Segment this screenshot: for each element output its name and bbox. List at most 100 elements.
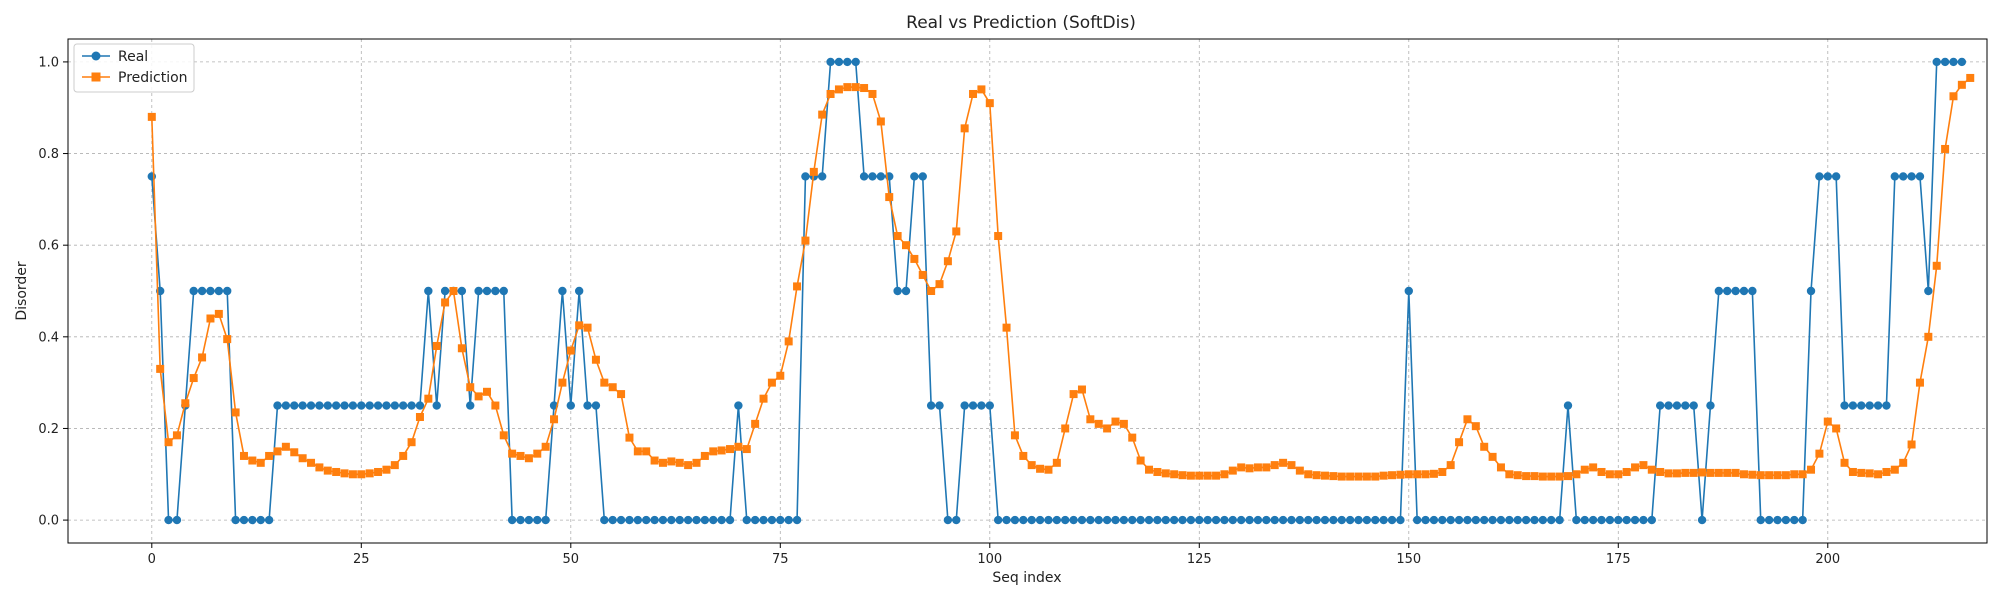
data-point-prediction bbox=[1052, 458, 1061, 467]
data-point-prediction bbox=[281, 442, 290, 451]
data-point-real bbox=[1270, 515, 1279, 525]
data-point-prediction bbox=[927, 287, 936, 295]
data-point-real bbox=[1689, 401, 1698, 410]
data-point-prediction bbox=[642, 447, 651, 456]
data-point-prediction bbox=[1823, 417, 1832, 426]
y-axis-label: Disorder bbox=[14, 261, 30, 321]
data-point-prediction bbox=[801, 236, 810, 245]
data-point-real bbox=[960, 401, 969, 410]
data-point-prediction bbox=[1312, 471, 1321, 480]
data-point-prediction bbox=[407, 438, 416, 447]
data-point-real bbox=[1304, 515, 1313, 525]
data-point-real bbox=[1957, 57, 1967, 67]
data-point-real bbox=[1396, 515, 1405, 525]
data-point-prediction bbox=[273, 447, 282, 456]
legend-label-real: Real bbox=[118, 49, 148, 65]
data-point-real bbox=[1136, 515, 1145, 525]
data-point-prediction bbox=[239, 451, 248, 460]
data-point-prediction bbox=[1522, 472, 1531, 481]
data-point-real bbox=[776, 515, 785, 525]
data-point-prediction bbox=[1614, 470, 1623, 479]
data-point-prediction bbox=[1002, 323, 1011, 332]
data-point-prediction bbox=[1119, 419, 1128, 428]
data-point-prediction bbox=[1287, 461, 1296, 470]
data-point-prediction bbox=[1538, 472, 1547, 481]
data-point-real bbox=[591, 401, 601, 410]
data-point-prediction bbox=[1463, 415, 1472, 424]
data-point-prediction bbox=[1706, 468, 1715, 477]
data-point-prediction bbox=[1145, 465, 1154, 474]
data-point-prediction bbox=[482, 387, 491, 396]
data-point-real bbox=[1664, 401, 1673, 410]
data-point-prediction bbox=[935, 280, 944, 289]
data-point-prediction bbox=[742, 445, 751, 454]
data-point-real bbox=[1865, 401, 1874, 410]
data-point-prediction bbox=[1069, 390, 1078, 399]
data-point-real bbox=[1228, 515, 1238, 525]
data-point-real bbox=[1815, 172, 1824, 181]
data-point-prediction bbox=[1790, 470, 1799, 479]
data-point-real bbox=[206, 286, 215, 296]
data-point-real bbox=[1429, 515, 1439, 525]
data-point-real bbox=[315, 401, 324, 410]
data-point-prediction bbox=[784, 337, 793, 346]
data-point-real bbox=[826, 57, 835, 67]
data-point-prediction bbox=[1731, 468, 1740, 477]
data-point-real bbox=[1756, 515, 1765, 525]
data-point-real bbox=[1496, 515, 1506, 525]
data-point-prediction bbox=[1094, 419, 1103, 428]
data-point-prediction bbox=[1036, 464, 1045, 473]
data-point-prediction bbox=[1857, 468, 1866, 477]
data-point-real bbox=[306, 401, 316, 410]
data-point-real bbox=[1195, 515, 1204, 525]
data-point-prediction bbox=[767, 378, 776, 387]
data-point-prediction bbox=[491, 401, 500, 410]
data-point-prediction bbox=[1555, 472, 1564, 481]
grid bbox=[68, 39, 1987, 543]
data-point-real bbox=[1035, 515, 1045, 525]
data-point-real bbox=[625, 515, 634, 525]
data-point-prediction bbox=[374, 467, 383, 476]
data-point-prediction bbox=[1773, 471, 1782, 480]
data-point-real bbox=[1404, 286, 1413, 296]
data-point-prediction bbox=[734, 442, 743, 451]
data-point-prediction bbox=[600, 378, 609, 387]
data-point-real bbox=[843, 57, 852, 67]
data-point-real bbox=[558, 286, 567, 296]
data-point-prediction bbox=[206, 314, 215, 323]
data-point-real bbox=[516, 515, 525, 525]
data-point-prediction bbox=[1664, 469, 1673, 478]
data-point-prediction bbox=[650, 456, 659, 465]
data-point-real bbox=[541, 515, 550, 525]
data-point-prediction bbox=[1815, 449, 1824, 458]
data-point-real bbox=[1119, 515, 1129, 525]
data-point-real bbox=[650, 515, 659, 525]
data-point-prediction bbox=[1153, 467, 1162, 476]
data-point-real bbox=[893, 286, 902, 296]
data-point-prediction bbox=[1597, 467, 1606, 476]
data-point-prediction bbox=[793, 282, 802, 291]
data-point-real bbox=[1505, 515, 1514, 525]
data-point-prediction bbox=[952, 227, 961, 236]
data-point-prediction bbox=[298, 454, 307, 463]
data-point-real bbox=[675, 515, 684, 525]
data-point-prediction bbox=[834, 85, 843, 94]
data-point-prediction bbox=[390, 461, 399, 470]
data-point-prediction bbox=[985, 99, 994, 108]
data-point-real bbox=[1027, 515, 1036, 525]
data-point-prediction bbox=[1228, 466, 1237, 475]
data-point-prediction bbox=[1077, 385, 1086, 394]
data-point-real bbox=[851, 57, 860, 67]
data-point-prediction bbox=[1480, 442, 1489, 451]
data-point-real bbox=[859, 172, 869, 181]
data-point-prediction bbox=[851, 83, 860, 92]
data-point-real bbox=[1538, 515, 1548, 525]
data-point-prediction bbox=[1195, 471, 1204, 480]
data-point-prediction bbox=[1589, 463, 1598, 472]
data-point-real bbox=[1128, 515, 1137, 525]
data-point-real bbox=[725, 515, 735, 525]
data-point-prediction bbox=[591, 355, 600, 364]
data-point-prediction bbox=[1547, 472, 1556, 481]
data-point-prediction bbox=[1672, 469, 1681, 478]
